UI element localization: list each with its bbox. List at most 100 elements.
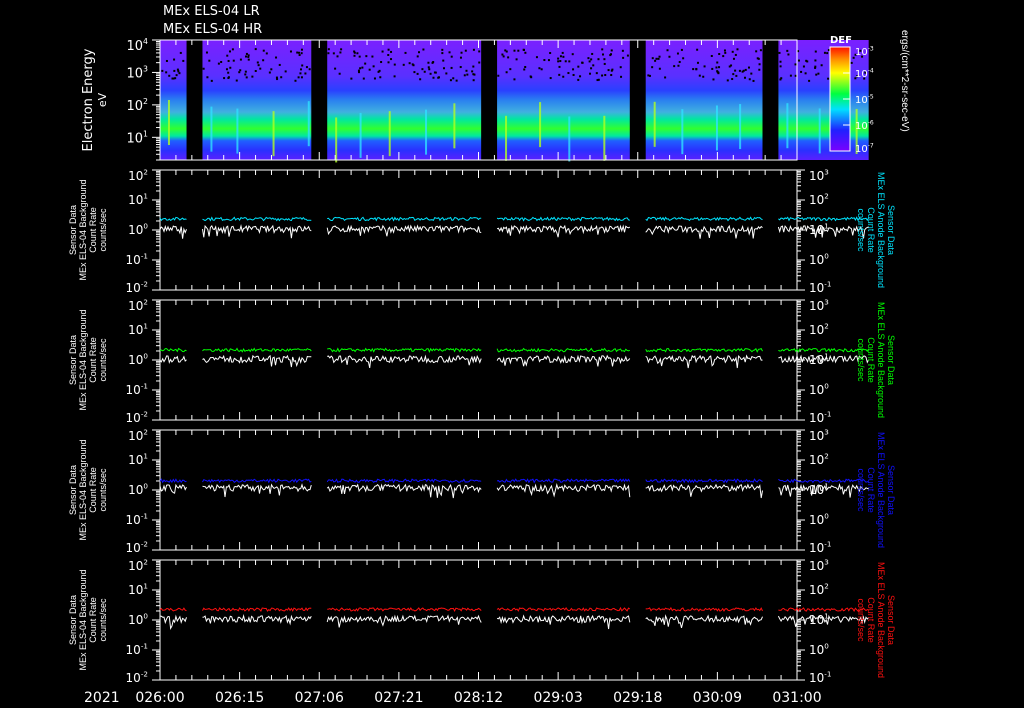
series-line-anode-background	[496, 478, 631, 484]
spectrogram-segment	[497, 40, 630, 160]
spectrogram-spike	[307, 101, 310, 147]
data-dropout	[742, 69, 745, 72]
data-dropout	[567, 72, 570, 75]
spectrogram-segment	[645, 40, 763, 160]
data-dropout	[497, 74, 500, 77]
data-dropout	[827, 49, 830, 52]
data-dropout	[513, 49, 516, 52]
data-dropout	[619, 66, 622, 69]
data-dropout	[755, 50, 758, 53]
plot-title: MEx ELS-04 LR MEx ELS-04 HR	[163, 4, 262, 37]
x-tick-label: 029:18	[613, 690, 662, 706]
data-dropout	[817, 72, 820, 75]
data-dropout	[297, 51, 300, 54]
data-dropout	[178, 72, 181, 75]
data-dropout	[247, 54, 250, 57]
series-line-anode-background	[645, 347, 763, 353]
data-dropout	[380, 61, 383, 64]
data-dropout	[165, 71, 168, 74]
data-dropout	[558, 73, 561, 76]
right-axis-label-line: Count Rate	[866, 597, 876, 643]
data-dropout	[442, 67, 445, 70]
spectrogram-spike	[539, 102, 542, 148]
data-dropout	[540, 68, 543, 71]
data-dropout	[473, 73, 476, 76]
series-line-anode-background	[159, 607, 187, 612]
data-dropout	[590, 67, 593, 70]
series-line-els-04-background	[645, 224, 763, 239]
data-dropout	[610, 49, 613, 52]
data-dropout	[173, 69, 176, 72]
data-dropout	[278, 63, 281, 66]
spectrogram-spike	[505, 115, 508, 161]
series-line-els-04-background	[645, 354, 763, 369]
data-dropout	[247, 58, 250, 61]
data-dropout	[429, 72, 432, 75]
data-dropout	[455, 79, 458, 82]
right-tick-label: 101	[809, 612, 829, 627]
data-dropout	[666, 49, 669, 52]
right-tick-label: 102	[809, 452, 829, 467]
spectrogram-spike	[335, 117, 338, 163]
data-dropout	[778, 51, 781, 54]
data-dropout	[223, 77, 226, 80]
series-line-anode-background	[496, 606, 631, 612]
data-dropout	[299, 72, 302, 75]
data-dropout	[588, 60, 591, 63]
data-dropout	[655, 57, 658, 60]
data-dropout	[504, 49, 507, 52]
series-line-anode-background	[778, 478, 869, 484]
data-dropout	[589, 72, 592, 75]
left-axis-label-line: MEx ELS-04 Background	[78, 179, 88, 280]
data-dropout	[559, 55, 562, 58]
data-dropout	[408, 62, 411, 65]
series-line-anode-background	[645, 478, 763, 484]
x-tick-label: 029:03	[533, 690, 582, 706]
series-line-els-04-background	[159, 483, 187, 494]
data-dropout	[734, 69, 737, 72]
data-dropout	[712, 78, 715, 81]
data-dropout	[581, 61, 584, 64]
data-dropout	[863, 77, 866, 80]
right-axis-label-line: MEx ELS Anode Background	[876, 302, 886, 418]
data-dropout	[339, 51, 342, 54]
left-tick-label: 100	[128, 352, 148, 367]
left-axis-label-line: MEx ELS-04 Background	[78, 439, 88, 540]
data-dropout	[226, 54, 229, 57]
data-dropout	[752, 79, 755, 82]
data-dropout	[365, 55, 368, 58]
spectrogram-spike	[855, 108, 858, 154]
data-dropout	[826, 52, 829, 55]
data-dropout	[450, 55, 453, 58]
data-dropout	[743, 76, 746, 79]
data-dropout	[731, 50, 734, 53]
series-line-els-04-background	[496, 354, 631, 367]
data-dropout	[815, 73, 818, 76]
data-dropout	[387, 48, 390, 51]
left-tick-label: 10-1	[126, 382, 148, 397]
left-axis-label-line: Sensor Data	[68, 595, 78, 645]
left-axis-label-line: counts/sec	[98, 468, 108, 512]
data-dropout	[387, 54, 390, 57]
data-dropout	[802, 65, 805, 68]
series-line-els-04-background	[645, 483, 763, 499]
right-tick-label: 100	[809, 382, 829, 397]
series-line-anode-background	[327, 607, 482, 613]
data-dropout	[722, 55, 725, 58]
data-dropout	[300, 76, 303, 79]
series-line-els-04-background	[496, 224, 631, 238]
series-line-anode-background	[159, 478, 187, 484]
data-dropout	[173, 58, 176, 61]
data-dropout	[855, 75, 858, 78]
data-dropout	[557, 57, 560, 60]
series-line-anode-background	[327, 347, 482, 353]
data-dropout	[789, 74, 792, 77]
data-dropout	[710, 54, 713, 57]
data-dropout	[794, 74, 797, 77]
right-tick-label: 103	[809, 168, 829, 183]
right-tick-label: 100	[809, 252, 829, 267]
data-dropout	[698, 74, 701, 77]
data-dropout	[695, 67, 698, 70]
data-dropout	[530, 76, 533, 79]
data-dropout	[379, 76, 382, 79]
